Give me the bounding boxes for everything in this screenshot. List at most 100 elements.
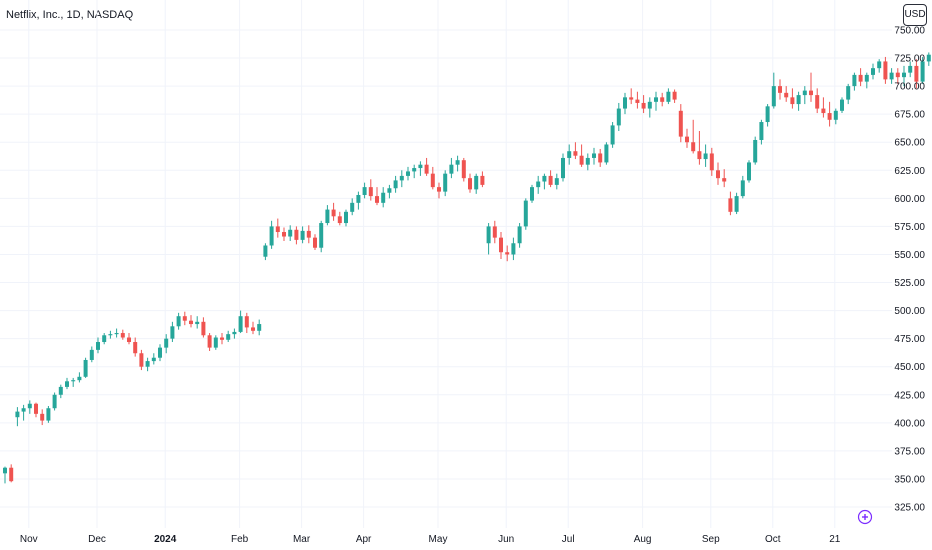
candle [468,173,472,193]
candle-body [554,178,559,185]
candle [269,220,274,249]
candle [846,83,851,105]
candle-body [778,86,782,93]
candle-body [920,61,925,82]
candle [195,316,200,329]
candle-body [548,175,553,185]
y-tick-label: 325.00 [894,503,925,514]
candle-body [238,316,243,332]
candle-body [703,153,708,160]
candle-body [809,90,813,96]
candle-body [585,157,590,165]
candle-body [34,403,38,414]
candle-body [412,168,417,172]
candle [232,328,237,339]
candle-body [827,113,832,120]
x-tick-label: 21 [829,534,841,545]
candle [585,153,590,171]
candle-body [83,359,88,377]
candle-body [598,153,603,163]
candle-body [275,226,280,233]
candle-body [871,68,875,75]
candle [530,184,534,203]
candle-body [796,95,801,105]
candle-body [858,74,863,82]
candle-body [685,136,689,143]
candle-body [734,196,739,212]
candle [864,72,869,89]
candle [3,466,7,484]
candle-body [52,394,57,409]
candle [511,237,516,261]
currency-button[interactable]: USD [903,4,927,26]
candle-body [461,160,466,179]
plus-circle-icon[interactable] [857,509,873,525]
candle [728,191,733,216]
candle-body [300,230,305,240]
candle [790,88,795,109]
candle-body [492,226,497,238]
x-tick-label: Dec [88,534,106,545]
candle [350,198,355,216]
candle [133,337,138,357]
candle-body [251,327,255,331]
candle [406,166,410,181]
candle-body [654,97,658,102]
candle [883,56,888,84]
candle-body [356,194,361,203]
candle [443,170,448,197]
y-tick-label: 750.00 [894,26,925,37]
candle [139,349,144,371]
candle-body [424,164,429,174]
x-tick-label: Oct [765,534,781,545]
x-tick-label: Feb [231,534,249,545]
candle [257,319,262,336]
candle [635,91,640,109]
candle-body [616,108,621,126]
candle [889,68,894,84]
price-axis: 325.00 350.00 375.00 400.00 425.00 450.00 475.… [894,26,925,514]
candle-body [902,72,906,78]
candle [815,88,820,114]
candle [672,89,677,103]
candle [759,119,764,145]
candle-body [480,175,485,185]
candle [542,173,547,190]
candle-body [610,125,615,145]
candle [412,164,417,179]
candle-body [102,335,107,343]
y-tick-label: 675.00 [894,110,925,121]
candle-body [387,188,392,193]
x-tick-label: 2024 [154,534,177,545]
candle [920,56,925,84]
candle-body [660,97,665,102]
candle [27,400,32,414]
candle-body [170,326,175,339]
y-tick-label: 575.00 [894,222,925,233]
candle [604,142,609,165]
candle-body [753,139,758,163]
candle [313,234,317,250]
candle [722,169,727,188]
candle-body [195,321,200,325]
candle-body [604,144,609,163]
candle [424,157,429,176]
candle [418,161,423,176]
candle-body [337,216,342,224]
candle-body [319,223,324,248]
candle-body [65,381,69,387]
candle [220,333,224,345]
candle [263,243,268,261]
candle [685,128,689,148]
candle [282,227,286,242]
candle [703,144,708,167]
candlestick-series [3,52,931,484]
candle-body [430,173,435,188]
candle-body [926,54,931,62]
candle [108,330,113,339]
candle [561,153,565,182]
candle-body [895,72,900,78]
candle [201,317,206,338]
candle-body [263,245,268,257]
